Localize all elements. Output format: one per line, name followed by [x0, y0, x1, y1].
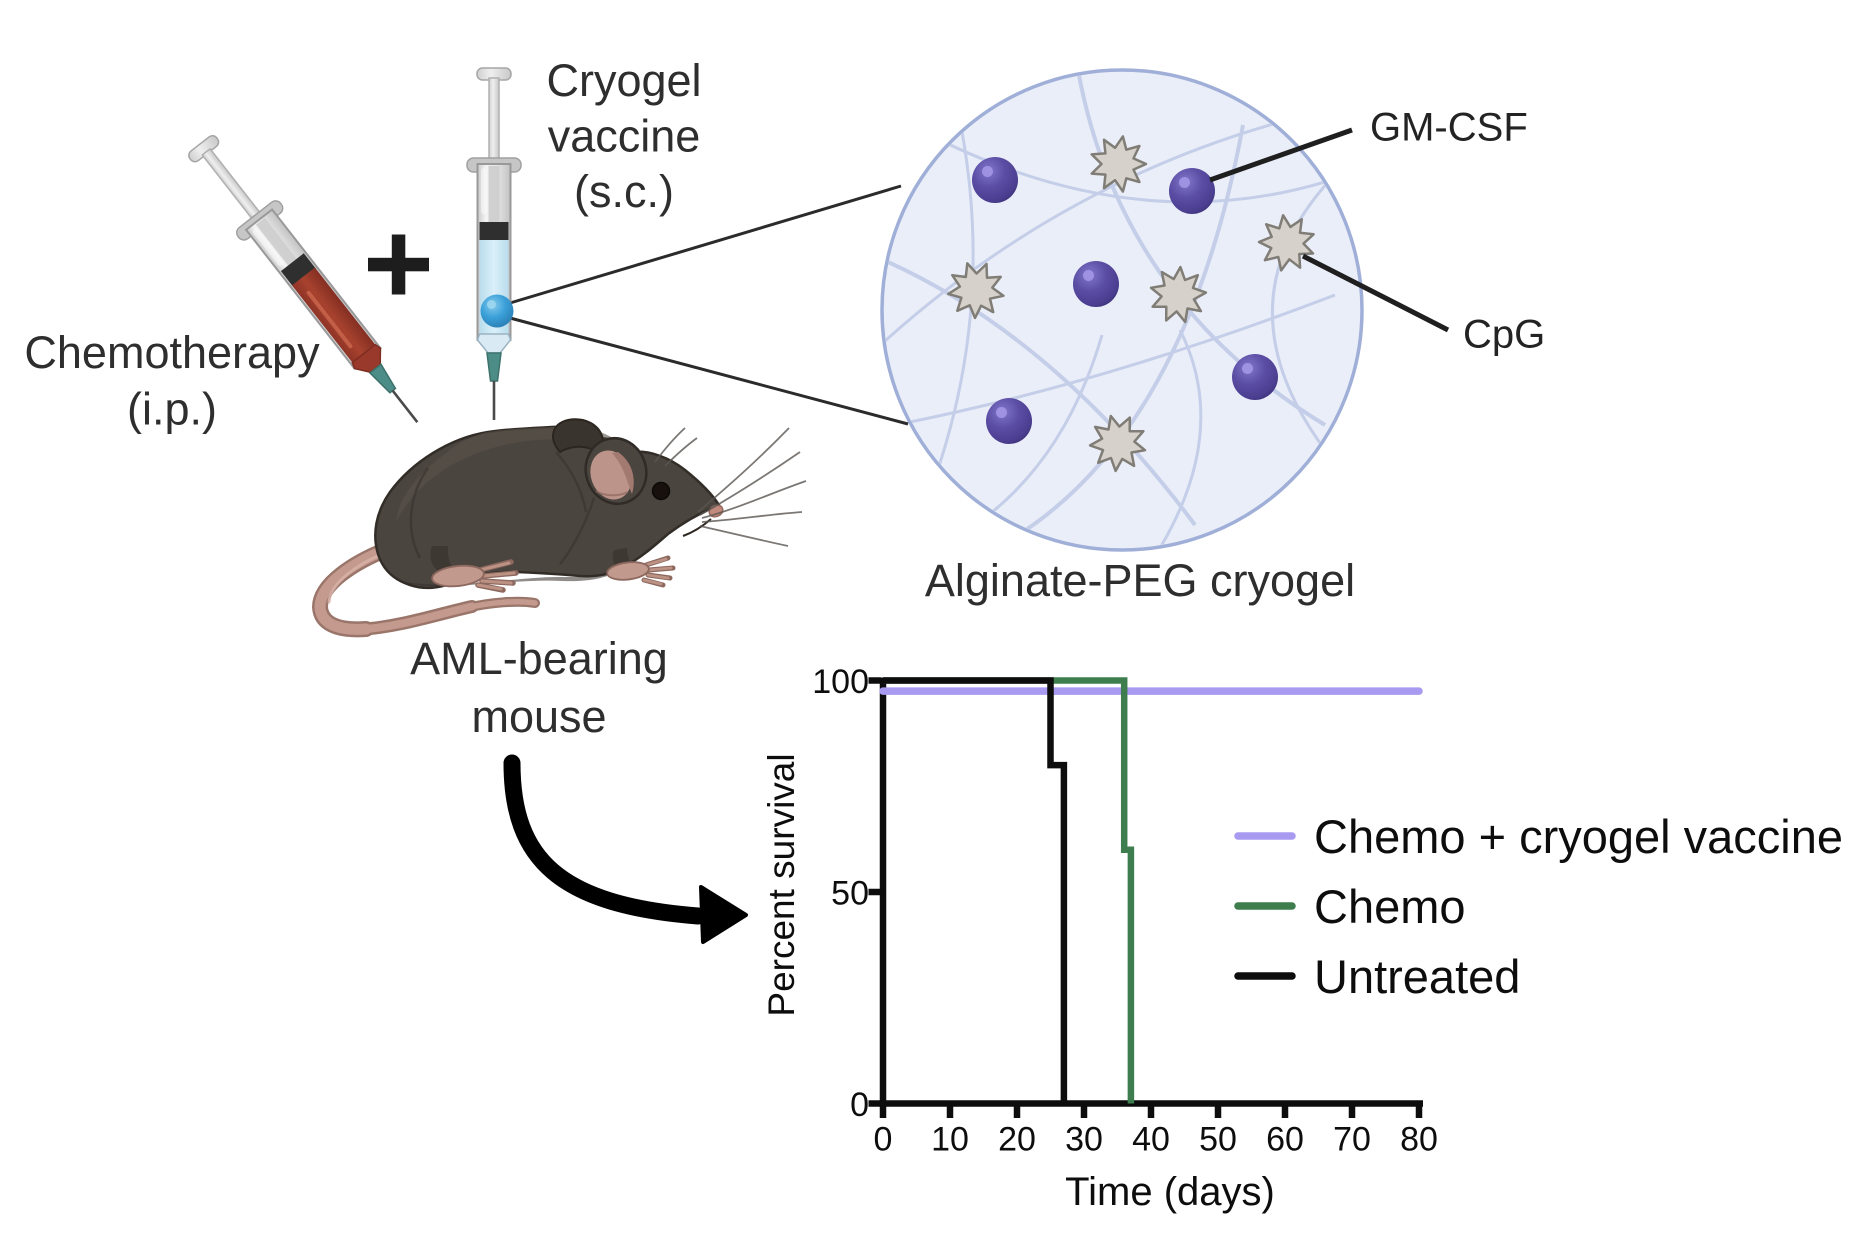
y-tick-label: 100 [812, 663, 869, 701]
x-tick-label: 40 [1132, 1121, 1170, 1159]
callout-lines [509, 127, 1450, 426]
x-tick-label: 30 [1065, 1121, 1103, 1159]
magnify-line-bottom [509, 316, 909, 426]
x-tick-label: 60 [1266, 1121, 1304, 1159]
cryogel-ball [480, 294, 514, 328]
chart-legend: Chemo + cryogel vaccine Chemo Untreated [1234, 810, 1843, 1003]
legend-label-vaccine: Chemo + cryogel vaccine [1314, 810, 1843, 863]
gmcsf-particle-highlight [1242, 363, 1253, 374]
cpg-particle-icon [947, 262, 1005, 320]
mouse-eye [651, 481, 671, 501]
gmcsf-particle-icon [1169, 168, 1215, 214]
cryogel-particles [947, 135, 1315, 473]
mouse-feet [431, 555, 676, 593]
legend-label-chemo: Chemo [1314, 880, 1466, 933]
survival-curve-chemo [883, 677, 1135, 1104]
x-tick-label: 70 [1333, 1121, 1371, 1159]
vaccine-syringe-icon [466, 67, 522, 420]
y-axis-title: Percent survival [761, 753, 802, 1016]
gmcsf-particle-icon [1073, 261, 1119, 307]
legend-label-untreated: Untreated [1314, 950, 1520, 1003]
mouse-label-line1: AML-bearing [410, 633, 668, 684]
x-axis-title: Time (days) [1065, 1170, 1275, 1214]
mouse-near-ear [584, 437, 648, 505]
x-tick-label: 0 [874, 1121, 893, 1159]
x-tick-label: 10 [931, 1121, 969, 1159]
mouse-body [374, 424, 721, 590]
survival-chart: 0 10 20 30 40 50 60 70 80 0 50 100 [812, 663, 1438, 1159]
vaccine-label-line3: (s.c.) [574, 166, 674, 217]
gmcsf-particle-highlight [982, 166, 993, 177]
text-labels: Chemotherapy (i.p.) Cryogel vaccine (s.c… [24, 55, 1545, 742]
x-tick-label: 50 [1199, 1121, 1237, 1159]
cpg-particle-icon [1149, 265, 1208, 324]
x-tick-label: 20 [998, 1121, 1036, 1159]
curved-arrow-icon [503, 754, 748, 944]
gmcsf-particle-highlight [1083, 270, 1094, 281]
mouse-whiskers [654, 427, 807, 547]
chart-static-labels: Percent survival Time (days) [761, 753, 1275, 1214]
gmcsf-particle-icon [986, 398, 1032, 444]
y-tick-label: 50 [831, 875, 869, 913]
gmcsf-particle-icon [1232, 354, 1278, 400]
mouse-far-ear [552, 418, 604, 454]
cpg-callout-line [1301, 253, 1450, 333]
chemo-syringe-icon [188, 135, 419, 423]
mouse-label-line2: mouse [471, 691, 606, 742]
gmcsf-label: GM-CSF [1370, 106, 1528, 150]
vaccine-label-line2: vaccine [548, 111, 701, 162]
x-tick-label: 80 [1400, 1121, 1438, 1159]
survival-curve-untreated [883, 677, 1068, 1104]
mouse-illustration [311, 418, 807, 638]
gmcsf-particle-highlight [1179, 177, 1190, 188]
cpg-particle-icon [1257, 214, 1315, 272]
y-tick-label: 0 [850, 1086, 869, 1124]
magnify-line-top [509, 184, 902, 305]
gmcsf-particle-icon [972, 157, 1018, 203]
plus-icon [368, 234, 429, 295]
cpg-particle-icon [1090, 135, 1148, 193]
vaccine-label-line1: Cryogel [546, 55, 701, 106]
chemo-label-line1: Chemotherapy [24, 327, 320, 378]
cpg-particle-icon [1088, 414, 1147, 473]
mouse-tail [311, 540, 540, 638]
gmcsf-particle-highlight [996, 407, 1007, 418]
cryogel-title-label: Alginate-PEG cryogel [925, 555, 1355, 606]
chemo-label-line2: (i.p.) [127, 384, 217, 435]
cpg-label: CpG [1463, 313, 1545, 357]
cryogel-circle-illustration [880, 68, 1364, 552]
gmcsf-callout-line [1209, 127, 1353, 183]
